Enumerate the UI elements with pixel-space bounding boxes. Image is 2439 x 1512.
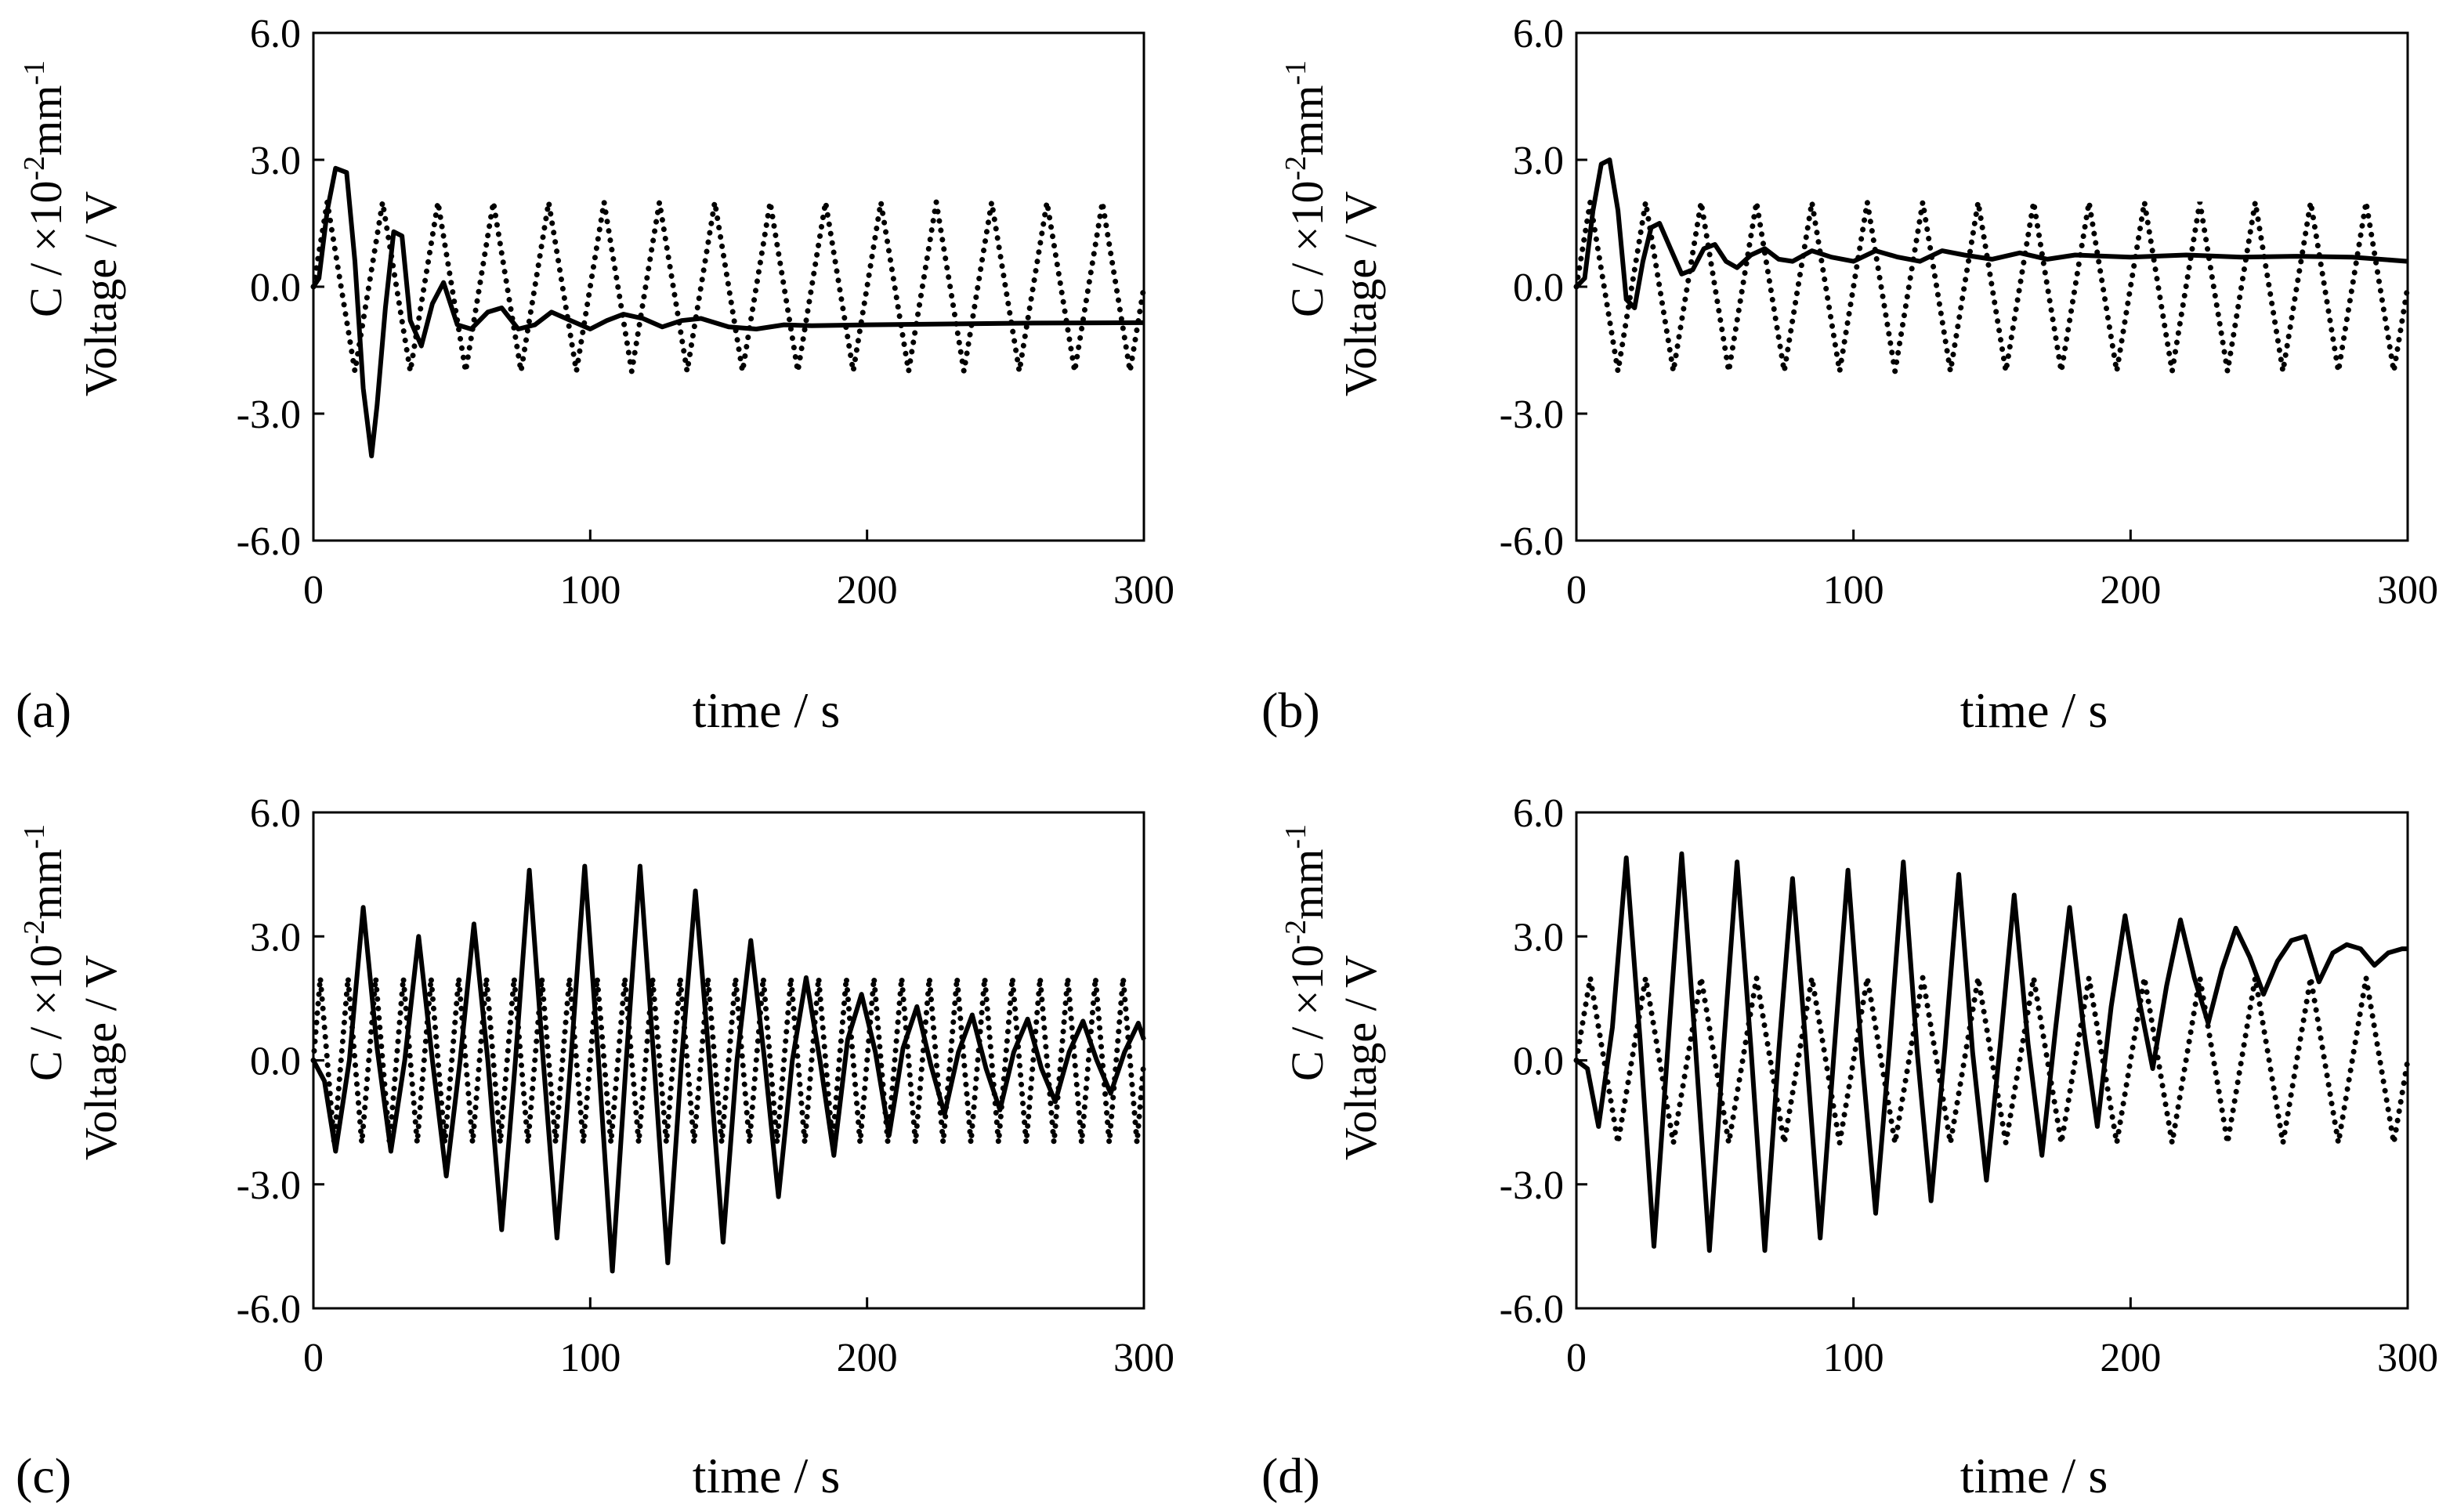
x-tick-label: 300 bbox=[2377, 1336, 2438, 1380]
y-tick-label: 0.0 bbox=[1513, 1040, 1564, 1084]
panel-label: (d) bbox=[1261, 1448, 1320, 1503]
x-tick-label: 200 bbox=[2100, 568, 2161, 613]
x-tick-label: 200 bbox=[2100, 1336, 2161, 1380]
panel-d: C / ×10-2mm-1 Voltage / V time / s (d) 6… bbox=[1261, 791, 2438, 1503]
x-tick-label: 100 bbox=[559, 568, 621, 613]
concentration-series-line bbox=[311, 863, 1146, 1274]
y-tick-label: -3.0 bbox=[237, 392, 301, 437]
plot-frame bbox=[312, 31, 1145, 542]
y-tick-label: -3.0 bbox=[1500, 1163, 1564, 1208]
y-tick-label: -6.0 bbox=[237, 519, 301, 564]
x-tick-label: 200 bbox=[837, 1336, 898, 1380]
x-axis-label: time / s bbox=[1960, 682, 2108, 738]
panel-b: C / ×10-2mm-1 Voltage / V time / s (b) 6… bbox=[1261, 12, 2438, 738]
x-tick-label: 0 bbox=[303, 1336, 324, 1380]
x-tick-label: 300 bbox=[2377, 568, 2438, 613]
y-tick-label: -3.0 bbox=[237, 1163, 301, 1208]
y-tick-label: 6.0 bbox=[250, 791, 301, 836]
concentration-series-line bbox=[1575, 851, 2408, 1253]
panel-label: (b) bbox=[1261, 682, 1320, 738]
x-tick-label: 300 bbox=[1113, 1336, 1174, 1380]
x-tick-label: 100 bbox=[559, 1336, 621, 1380]
x-tick-label: 0 bbox=[303, 568, 324, 613]
x-tick-label: 0 bbox=[1566, 568, 1587, 613]
panel-c: C / ×10-2mm-1 Voltage / V time / s (c) 6… bbox=[16, 791, 1174, 1503]
y-tick-label: 3.0 bbox=[250, 915, 301, 960]
y-axis-label: C / ×10-2mm-1 bbox=[1279, 824, 1333, 1081]
y-axis-label-voltage: Voltage / V bbox=[1335, 191, 1386, 396]
y-tick-label: 6.0 bbox=[1513, 791, 1564, 836]
y-axis-label-voltage: Voltage / V bbox=[1335, 955, 1386, 1160]
y-tick-label: 0.0 bbox=[250, 1040, 301, 1084]
x-axis-label: time / s bbox=[693, 682, 840, 738]
panel-label: (c) bbox=[16, 1448, 71, 1503]
y-tick-label: -6.0 bbox=[1500, 519, 1564, 564]
x-axis-label: time / s bbox=[693, 1448, 840, 1503]
y-axis-label-voltage: Voltage / V bbox=[75, 955, 126, 1160]
plot-frame bbox=[1575, 31, 2409, 542]
concentration-series-line bbox=[1574, 157, 2408, 310]
x-tick-label: 100 bbox=[1823, 568, 1884, 613]
y-tick-label: 0.0 bbox=[250, 266, 301, 310]
y-axis-label: C / ×10-2mm-1 bbox=[1279, 60, 1333, 317]
y-tick-label: 6.0 bbox=[250, 12, 301, 56]
y-tick-label: 0.0 bbox=[1513, 266, 1564, 310]
voltage-series-line bbox=[310, 201, 1147, 372]
y-axis-label-voltage: Voltage / V bbox=[75, 191, 126, 396]
panel-a: C / ×10-2mm-1 Voltage / V time / s (a) 6… bbox=[16, 12, 1174, 738]
y-tick-label: 3.0 bbox=[250, 139, 301, 183]
y-tick-label: -6.0 bbox=[1500, 1287, 1564, 1332]
y-tick-label: 3.0 bbox=[1513, 139, 1564, 183]
concentration-series-line bbox=[311, 165, 1145, 458]
y-tick-label: 3.0 bbox=[1513, 915, 1564, 960]
voltage-series-line bbox=[1573, 977, 2411, 1144]
x-tick-label: 100 bbox=[1823, 1336, 1884, 1380]
voltage-series-line bbox=[1573, 201, 2411, 372]
y-tick-label: -3.0 bbox=[1500, 392, 1564, 437]
x-tick-label: 0 bbox=[1566, 1336, 1587, 1380]
x-tick-label: 300 bbox=[1113, 568, 1174, 613]
y-axis-label: C / ×10-2mm-1 bbox=[18, 60, 71, 317]
voltage-series-line bbox=[310, 977, 1147, 1144]
y-tick-label: -6.0 bbox=[237, 1287, 301, 1332]
x-axis-label: time / s bbox=[1960, 1448, 2108, 1503]
x-tick-label: 200 bbox=[837, 568, 898, 613]
y-tick-label: 6.0 bbox=[1513, 12, 1564, 56]
y-axis-label: C / ×10-2mm-1 bbox=[18, 824, 71, 1081]
panel-label: (a) bbox=[16, 682, 71, 738]
